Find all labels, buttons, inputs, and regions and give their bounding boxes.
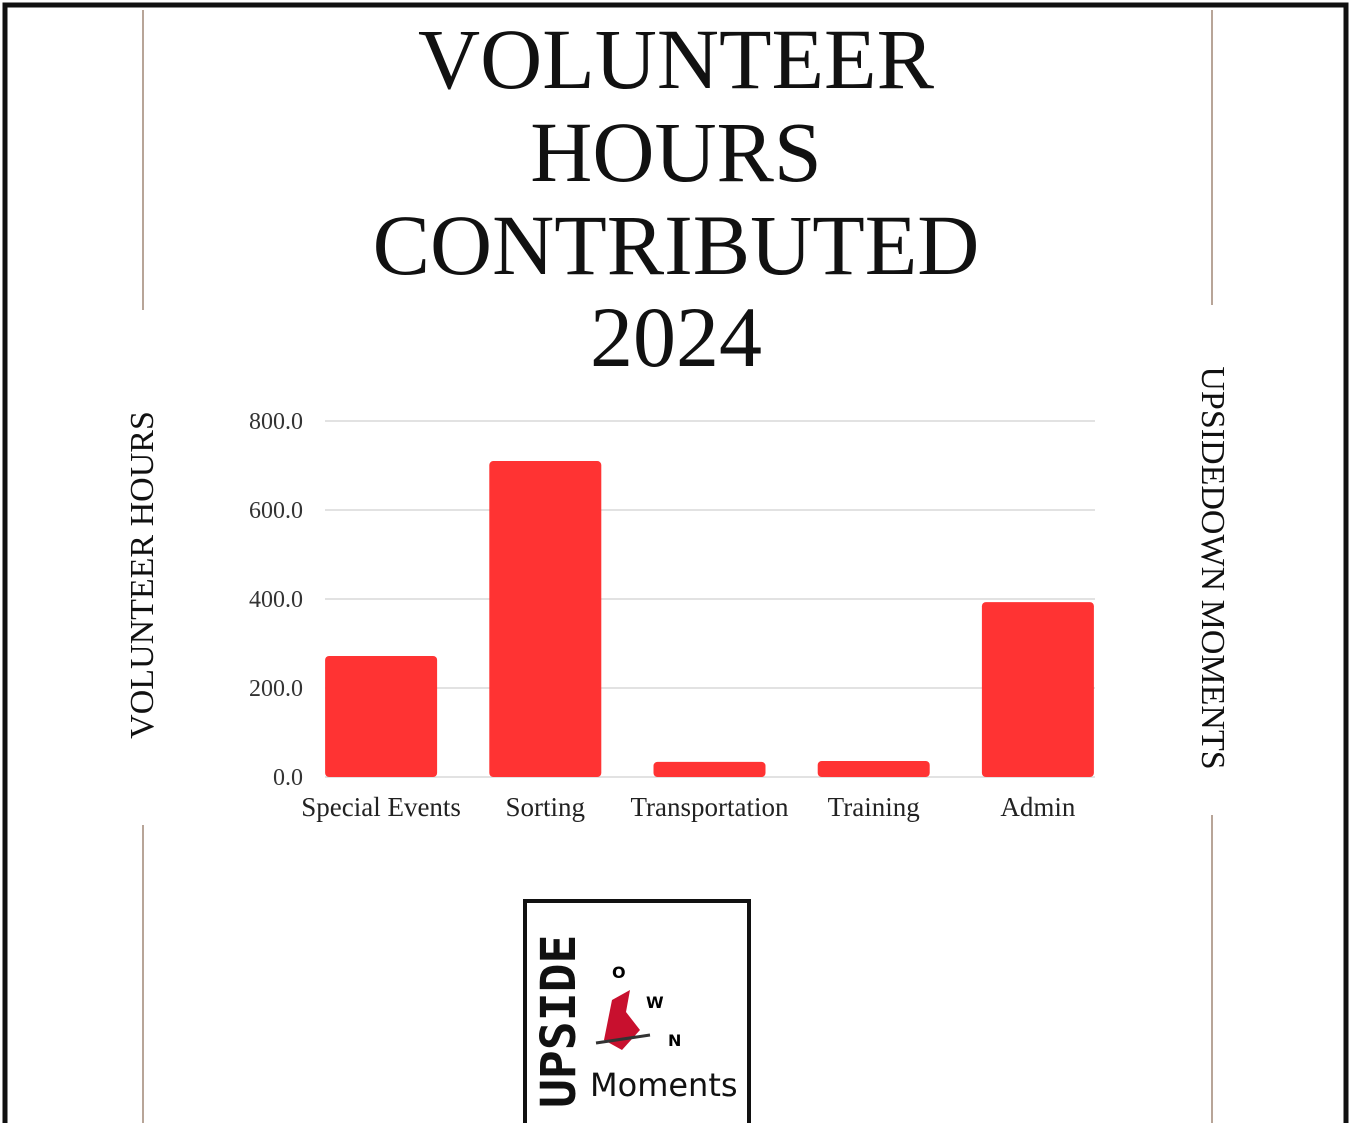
- logo-letter: O: [612, 963, 626, 982]
- bar: [653, 761, 766, 777]
- y-tick-label: 200.0: [249, 676, 303, 702]
- logo-moments: Moments: [590, 1066, 738, 1104]
- side-rules: [142, 10, 1213, 1123]
- y-tick-label: 400.0: [249, 587, 303, 613]
- bar: [817, 760, 930, 777]
- side-label: UPSIDEDOWN MOMENTS: [1194, 366, 1231, 769]
- logo-letter: W: [646, 993, 664, 1012]
- logo-letter: N: [668, 1031, 681, 1050]
- logo-box: [523, 899, 751, 1123]
- y-axis-label: VOLUNTEER HOURS: [124, 411, 161, 739]
- logo: UPSIDE O W N Moments: [523, 899, 751, 1123]
- plot: 0.0 200.0 400.0 600.0 800.0 Special Events Sor…: [249, 409, 1095, 822]
- x-tick-label: Training: [828, 792, 920, 822]
- x-tick-label: Sorting: [506, 792, 586, 822]
- title-line: VOLUNTEER: [418, 11, 935, 107]
- y-tick-label: 600.0: [249, 498, 303, 524]
- bar: [325, 655, 438, 777]
- y-tick-label: 0.0: [273, 765, 303, 791]
- y-tick-label: 800.0: [249, 409, 303, 435]
- x-tick-label: Transportation: [630, 792, 789, 822]
- title-line: HOURS: [530, 104, 822, 200]
- title: VOLUNTEER HOURS CONTRIBUTED 2024: [373, 11, 980, 385]
- logo-upside: UPSIDE: [531, 935, 587, 1108]
- bar: [981, 602, 1094, 777]
- x-tick-label: Special Events: [301, 792, 461, 822]
- title-line: CONTRIBUTED: [373, 197, 980, 293]
- branch: [595, 1033, 651, 1045]
- bar: [489, 461, 602, 777]
- x-tick-label: Admin: [1000, 792, 1076, 822]
- title-line: 2024: [590, 289, 762, 385]
- cardinal: [604, 990, 640, 1050]
